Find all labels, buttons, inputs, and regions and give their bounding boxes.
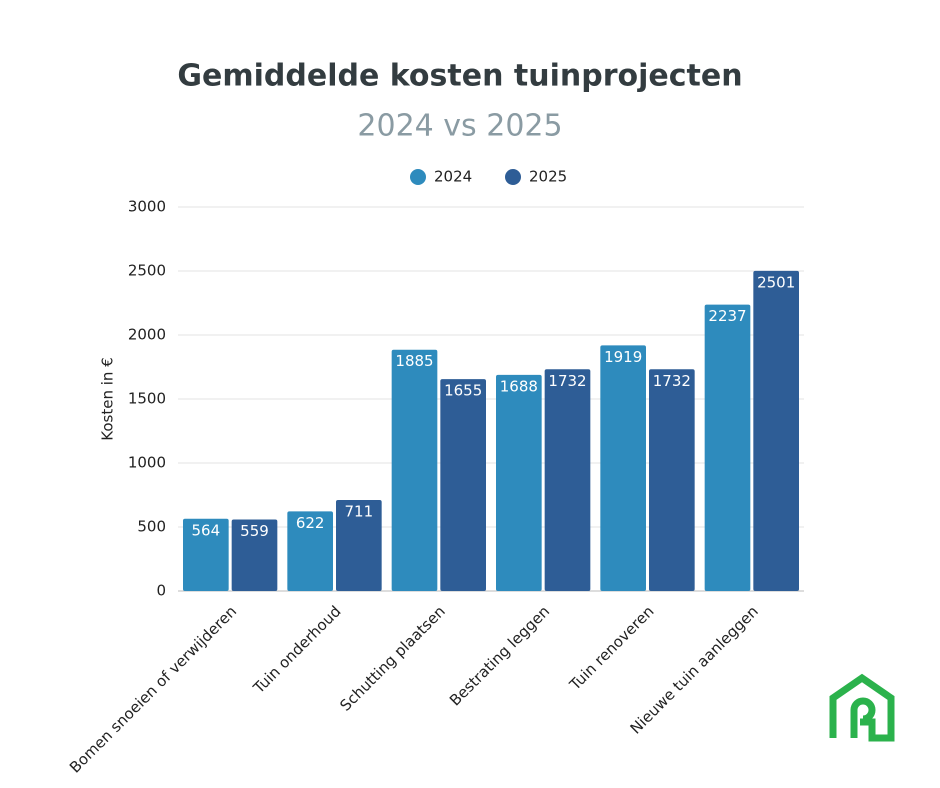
value-label: 559: [240, 522, 269, 540]
bar: [649, 369, 695, 591]
y-tick-label: 2000: [128, 326, 166, 344]
value-label: 1885: [395, 352, 433, 370]
y-tick-label: 1500: [128, 390, 166, 408]
x-tick-label: Tuin onderhoud: [249, 602, 344, 697]
value-label: 2237: [708, 307, 746, 325]
value-label: 1688: [500, 377, 538, 395]
value-label: 711: [345, 502, 374, 520]
legend-marker: [505, 169, 521, 185]
bar: [440, 379, 486, 591]
bar: [600, 345, 646, 591]
y-tick-label: 0: [156, 582, 166, 600]
bar: [183, 518, 229, 591]
bar: [231, 519, 278, 591]
bar: [496, 374, 542, 591]
x-tick-label: Bomen snoeien of verwijderen: [66, 602, 240, 776]
chart-title: Gemiddelde kosten tuinprojecten: [177, 59, 742, 94]
value-label: 1732: [548, 372, 586, 390]
bar: [704, 304, 751, 591]
legend-marker: [410, 169, 426, 185]
value-label: 1655: [444, 382, 482, 400]
value-label: 1732: [653, 372, 691, 390]
x-tick-label: Bestrating leggen: [446, 602, 553, 709]
y-tick-label: 2500: [128, 262, 166, 280]
value-label: 1919: [604, 348, 642, 366]
y-tick-label: 500: [137, 518, 166, 536]
y-tick-label: 1000: [128, 454, 166, 472]
y-axis-label: Kosten in €: [99, 357, 117, 440]
bar: [544, 369, 591, 591]
bar: [391, 349, 438, 591]
logo: [829, 673, 895, 742]
value-label: 564: [192, 521, 221, 539]
bar: [287, 511, 333, 591]
bar: [336, 499, 382, 591]
value-label: 622: [296, 514, 325, 532]
chart-subtitle: 2024 vs 2025: [357, 109, 562, 144]
legend-label: 2025: [529, 168, 567, 186]
y-tick-label: 3000: [128, 198, 166, 216]
value-label: 2501: [757, 273, 795, 291]
legend-label: 2024: [434, 168, 472, 186]
x-tick-label: Schutting plaatsen: [336, 602, 448, 714]
bar: [753, 270, 799, 591]
x-tick-label: Tuin renoveren: [565, 602, 657, 694]
